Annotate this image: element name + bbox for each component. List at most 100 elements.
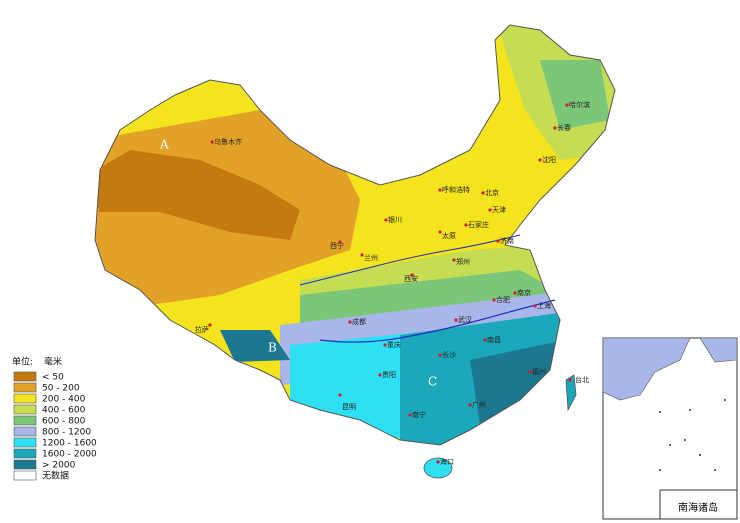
legend-swatch <box>13 437 37 448</box>
city-label: 武汉 <box>458 315 472 324</box>
region-marker: B <box>268 341 277 355</box>
legend-swatch <box>13 448 37 459</box>
region-marker: C <box>428 375 437 389</box>
city-label: 北京 <box>485 188 499 197</box>
island <box>699 454 701 456</box>
legend-label: 400 - 600 <box>42 406 86 416</box>
city-label: 南京 <box>517 288 531 297</box>
city-label: 重庆 <box>387 340 401 349</box>
city-dot <box>338 240 342 244</box>
city-dot <box>481 191 485 195</box>
zone <box>220 330 290 362</box>
city-label: 银川 <box>388 215 402 224</box>
city-label: 乌鲁木齐 <box>214 137 242 146</box>
cities: 乌鲁木齐 哈尔滨 长春 沈阳 呼和浩特 北京 天津 石家庄 太原 银川 西宁 兰… <box>195 100 590 466</box>
city-label: 长春 <box>557 123 571 132</box>
legend-label: 50 - 200 <box>42 384 80 394</box>
legend-title: 单位: <box>12 356 33 368</box>
island <box>669 444 671 446</box>
taiwan <box>565 374 577 412</box>
city-label: 石家庄 <box>468 220 489 229</box>
city-label: 上海 <box>537 301 551 310</box>
city-dot <box>528 370 532 374</box>
city-dot <box>565 103 569 107</box>
city-dot <box>210 140 214 144</box>
city-dot <box>438 353 442 357</box>
city-dot <box>538 158 542 162</box>
city-dot <box>454 318 458 322</box>
city-label: 兰州 <box>364 253 378 262</box>
legend-swatch <box>13 415 37 426</box>
city-dot <box>348 320 352 324</box>
legend-label: 1600 - 2000 <box>42 450 97 460</box>
islands <box>659 399 726 471</box>
city-dot <box>553 126 557 130</box>
inset-land <box>699 337 738 363</box>
legend-swatch <box>13 459 37 470</box>
city-label: 太原 <box>442 231 456 240</box>
legend-label: 200 - 400 <box>42 395 86 405</box>
city-dot <box>492 298 496 302</box>
island <box>714 469 716 471</box>
city-dot <box>360 253 364 257</box>
legend-swatch <box>13 404 37 415</box>
zone <box>540 60 610 130</box>
city-dot <box>436 460 440 464</box>
legend-swatch <box>13 470 37 481</box>
river <box>319 299 556 343</box>
inset-land <box>602 337 691 401</box>
legend-swatch <box>13 426 37 437</box>
city-dot <box>410 273 414 277</box>
border <box>94 24 616 446</box>
legend-unit: 毫米 <box>44 356 62 368</box>
island <box>684 439 686 441</box>
city-label: 福州 <box>532 367 546 376</box>
city-label: 昆明 <box>342 403 356 411</box>
city-label: 长沙 <box>442 350 456 359</box>
river <box>299 234 521 286</box>
legend-label: 800 - 1200 <box>42 428 91 438</box>
city-dot <box>338 393 342 397</box>
city-dot <box>464 223 468 227</box>
legend-label: > 2000 <box>42 461 76 471</box>
legend-swatch <box>13 371 37 382</box>
city-dot <box>513 291 517 295</box>
city-label: 南宁 <box>412 410 426 419</box>
city-label: 南昌 <box>487 335 501 344</box>
city-label: 沈阳 <box>542 155 556 164</box>
legend-label: 1200 - 1600 <box>42 439 97 449</box>
city-label: 郑州 <box>456 258 470 266</box>
city-label: 台北 <box>575 375 589 384</box>
city-dot <box>438 230 442 234</box>
city-label: 合肥 <box>496 295 510 304</box>
city-label: 广州 <box>472 400 486 409</box>
city-dot <box>483 338 487 342</box>
legend-swatch <box>13 393 37 404</box>
city-dot <box>568 378 572 382</box>
city-label: 哈尔滨 <box>569 100 590 109</box>
city-dot <box>384 218 388 222</box>
city-dot <box>408 413 412 417</box>
city-dot <box>378 373 382 377</box>
city-label: 海口 <box>440 457 454 466</box>
island <box>724 399 726 401</box>
city-dot <box>488 208 492 212</box>
zone <box>95 150 300 240</box>
island <box>689 409 691 411</box>
city-label: 西宁 <box>330 241 344 250</box>
region-marker: A <box>159 138 169 152</box>
city-label: 呼和浩特 <box>442 185 470 194</box>
city-label: 拉萨 <box>195 325 209 334</box>
city-dot <box>383 343 387 347</box>
inset-label: 南海诸岛 <box>678 501 718 514</box>
city-label: 济南 <box>500 236 514 245</box>
city-dot <box>452 258 456 262</box>
island <box>659 411 661 413</box>
city-label: 贵阳 <box>382 370 396 379</box>
island <box>659 469 661 471</box>
city-dot <box>533 304 537 308</box>
city-label: 西安 <box>404 274 418 283</box>
zones <box>95 25 615 445</box>
